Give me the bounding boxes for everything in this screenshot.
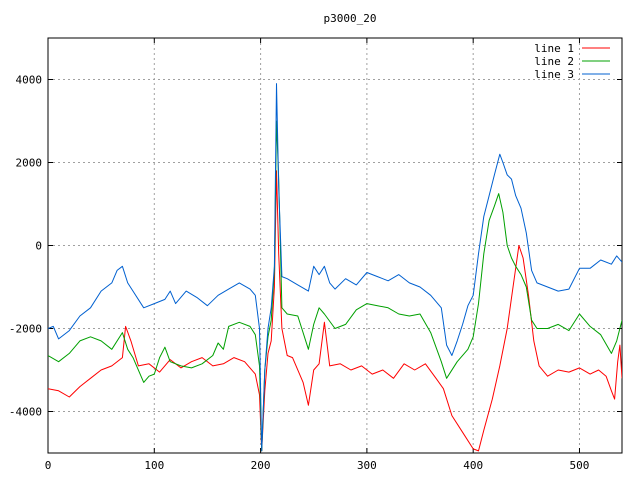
series-line-3: [48, 83, 622, 452]
y-tick-label: -2000: [9, 323, 42, 336]
x-tick-label: 500: [570, 459, 590, 472]
y-tick-label: 4000: [16, 74, 43, 87]
y-tick-label: -4000: [9, 406, 42, 419]
x-tick-label: 300: [357, 459, 377, 472]
y-tick-label: 2000: [16, 157, 43, 170]
x-tick-label: 0: [45, 459, 52, 472]
y-tick-label: 0: [35, 240, 42, 253]
grid: [48, 38, 622, 453]
series-line-1: [48, 170, 622, 452]
legend-label-1: line 1: [534, 42, 574, 55]
legend-label-2: line 2: [534, 55, 574, 68]
legend-label-3: line 3: [534, 68, 574, 81]
series-group: [48, 83, 622, 452]
x-tick-label: 400: [463, 459, 483, 472]
chart-title: p3000_20: [324, 12, 377, 25]
x-tick-label: 100: [144, 459, 164, 472]
x-tick-label: 200: [251, 459, 271, 472]
axis-ticks: 0 100 200 300 400 500 -4000 -2000 0 2000 4000: [9, 38, 622, 472]
series-line-2: [48, 120, 622, 452]
